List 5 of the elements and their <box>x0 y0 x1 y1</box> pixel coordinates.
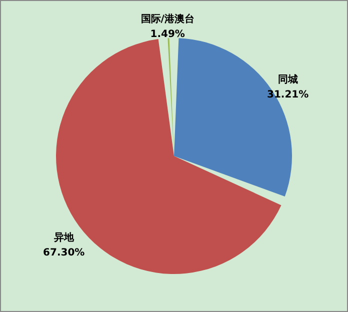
data-label: 1.49% <box>150 29 185 40</box>
slice-label: 同城 <box>278 74 298 86</box>
slice-label: 异地 <box>52 232 75 244</box>
slice-label: 国际/港澳台 <box>140 13 194 26</box>
data-label: 67.30% <box>43 248 85 258</box>
